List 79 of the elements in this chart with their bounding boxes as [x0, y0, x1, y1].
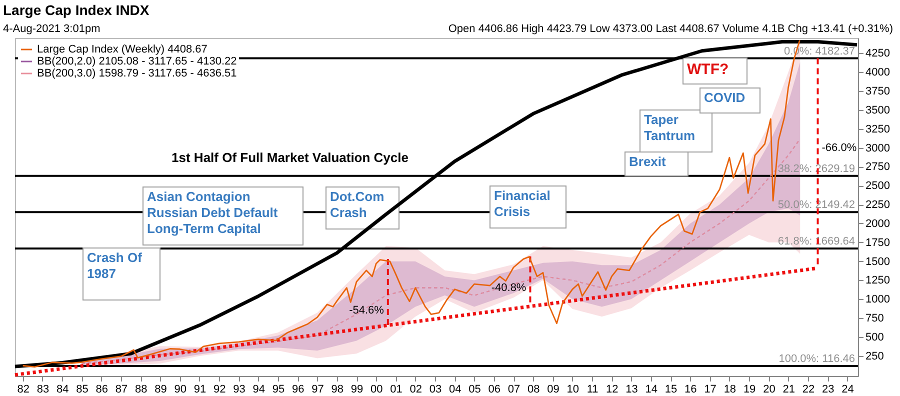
- ref-line-label: 100.0%: 116.46: [778, 353, 855, 366]
- x-tick-label: 23: [822, 384, 834, 396]
- y-tick-label: 3500: [866, 104, 890, 116]
- annotation: -66.0%: [822, 142, 857, 154]
- x-tick-label: 99: [350, 384, 364, 396]
- x-tick-label: 12: [606, 384, 618, 396]
- y-tick-label: 1250: [866, 274, 890, 287]
- x-tick-label: 04: [449, 384, 462, 396]
- x-tick-label: 01: [390, 384, 402, 396]
- y-tick-label: 3750: [866, 85, 890, 98]
- x-tick-label: 94: [252, 384, 266, 396]
- text: Open 4406.86 High 4423.79 Low 4373.00 Last 4408.67 Volume 4.1B Chg +13.41 (+0.31%): [448, 23, 893, 35]
- x-tick-label: 03: [429, 384, 442, 396]
- y-tick-label: 1000: [866, 294, 890, 306]
- y-tick-label: 3000: [866, 142, 890, 154]
- annotation: COVID: [704, 90, 746, 105]
- x-tick-label: 18: [724, 384, 736, 396]
- y-tick-label: 2500: [866, 180, 890, 192]
- x-tick-label: 11: [586, 384, 598, 396]
- annotation: WTF?: [687, 61, 729, 78]
- y-tick-label: 2250: [866, 199, 890, 212]
- x-tick-label: 10: [566, 384, 580, 396]
- annotation: 1st Half Of Full Market Valuation Cycle: [172, 150, 408, 165]
- annotation: Brexit: [629, 154, 667, 169]
- legend-label: BB(200,3.0) 1598.79 - 3117.65 - 4636.51: [37, 68, 237, 80]
- x-tick-label: 20: [763, 384, 776, 396]
- x-tick-label: 82: [17, 384, 30, 396]
- y-tick-label: 3250: [866, 123, 890, 136]
- x-tick-label: 17: [704, 384, 716, 396]
- legend-label: Large Cap Index (Weekly) 4408.67: [37, 44, 208, 56]
- y-tick-label: 4000: [866, 66, 890, 79]
- y-tick-label: 4250: [866, 48, 890, 60]
- x-tick-label: 96: [292, 384, 304, 396]
- x-tick-label: 91: [194, 384, 206, 396]
- annotation: -40.8%: [491, 282, 526, 294]
- x-tick-label: 02: [410, 384, 422, 396]
- x-tick-label: 00: [370, 384, 383, 396]
- y-tick-label: 500: [866, 332, 884, 344]
- x-tick-label: 85: [76, 384, 88, 396]
- chart-title: Large Cap Index INDX: [3, 2, 150, 18]
- x-tick-label: 07: [508, 384, 520, 396]
- x-tick-label: 22: [802, 384, 815, 396]
- x-tick-label: 97: [312, 384, 324, 396]
- x-tick-label: 16: [684, 384, 697, 396]
- x-tick-label: 19: [743, 384, 756, 396]
- y-tick-label: 1750: [866, 236, 890, 249]
- annotation: Financial Crisis: [494, 188, 550, 219]
- annotation: Crash Of 1987: [87, 250, 143, 281]
- x-tick-label: 08: [528, 384, 540, 396]
- y-tick-label: 750: [866, 312, 884, 325]
- legend-label: BB(200,2.0) 2105.08 - 3117.65 - 4130.22: [37, 56, 237, 68]
- x-tick-label: 21: [782, 384, 795, 396]
- x-tick-label: 83: [36, 384, 50, 396]
- x-tick-label: 87: [115, 384, 128, 396]
- x-tick-label: 24: [842, 384, 854, 396]
- x-tick-label: 15: [664, 384, 678, 396]
- x-tick-label: 90: [174, 384, 186, 396]
- annotation: -54.6%: [349, 304, 384, 317]
- annotation: Taper Tantrum: [644, 112, 696, 143]
- x-tick-label: 06: [488, 384, 501, 396]
- x-tick-label: 13: [626, 384, 638, 396]
- x-tick-label: 89: [154, 384, 167, 396]
- x-tick-label: 88: [134, 384, 148, 396]
- y-tick-label: 250: [866, 350, 884, 362]
- annotation: Dot.Com Crash: [330, 189, 384, 220]
- x-tick-label: 09: [547, 384, 560, 396]
- x-tick-label: 98: [331, 384, 344, 396]
- x-tick-label: 92: [214, 384, 226, 396]
- y-tick-label: 2750: [866, 161, 890, 174]
- x-tick-label: 95: [272, 384, 285, 396]
- annotation: Asian Contagion Russian Debt Default Long-Term Capital: [147, 189, 278, 236]
- x-tick-label: 05: [468, 384, 481, 396]
- x-tick-label: 84: [56, 384, 69, 396]
- y-tick-label: 1500: [866, 256, 890, 268]
- x-tick-label: 14: [645, 384, 658, 396]
- x-tick-label: 86: [96, 384, 108, 396]
- y-tick-label: 2000: [866, 218, 890, 230]
- chart-subtitle: 4-Aug-2021 3:01pm: [3, 23, 100, 35]
- x-tick-label: 93: [233, 384, 246, 396]
